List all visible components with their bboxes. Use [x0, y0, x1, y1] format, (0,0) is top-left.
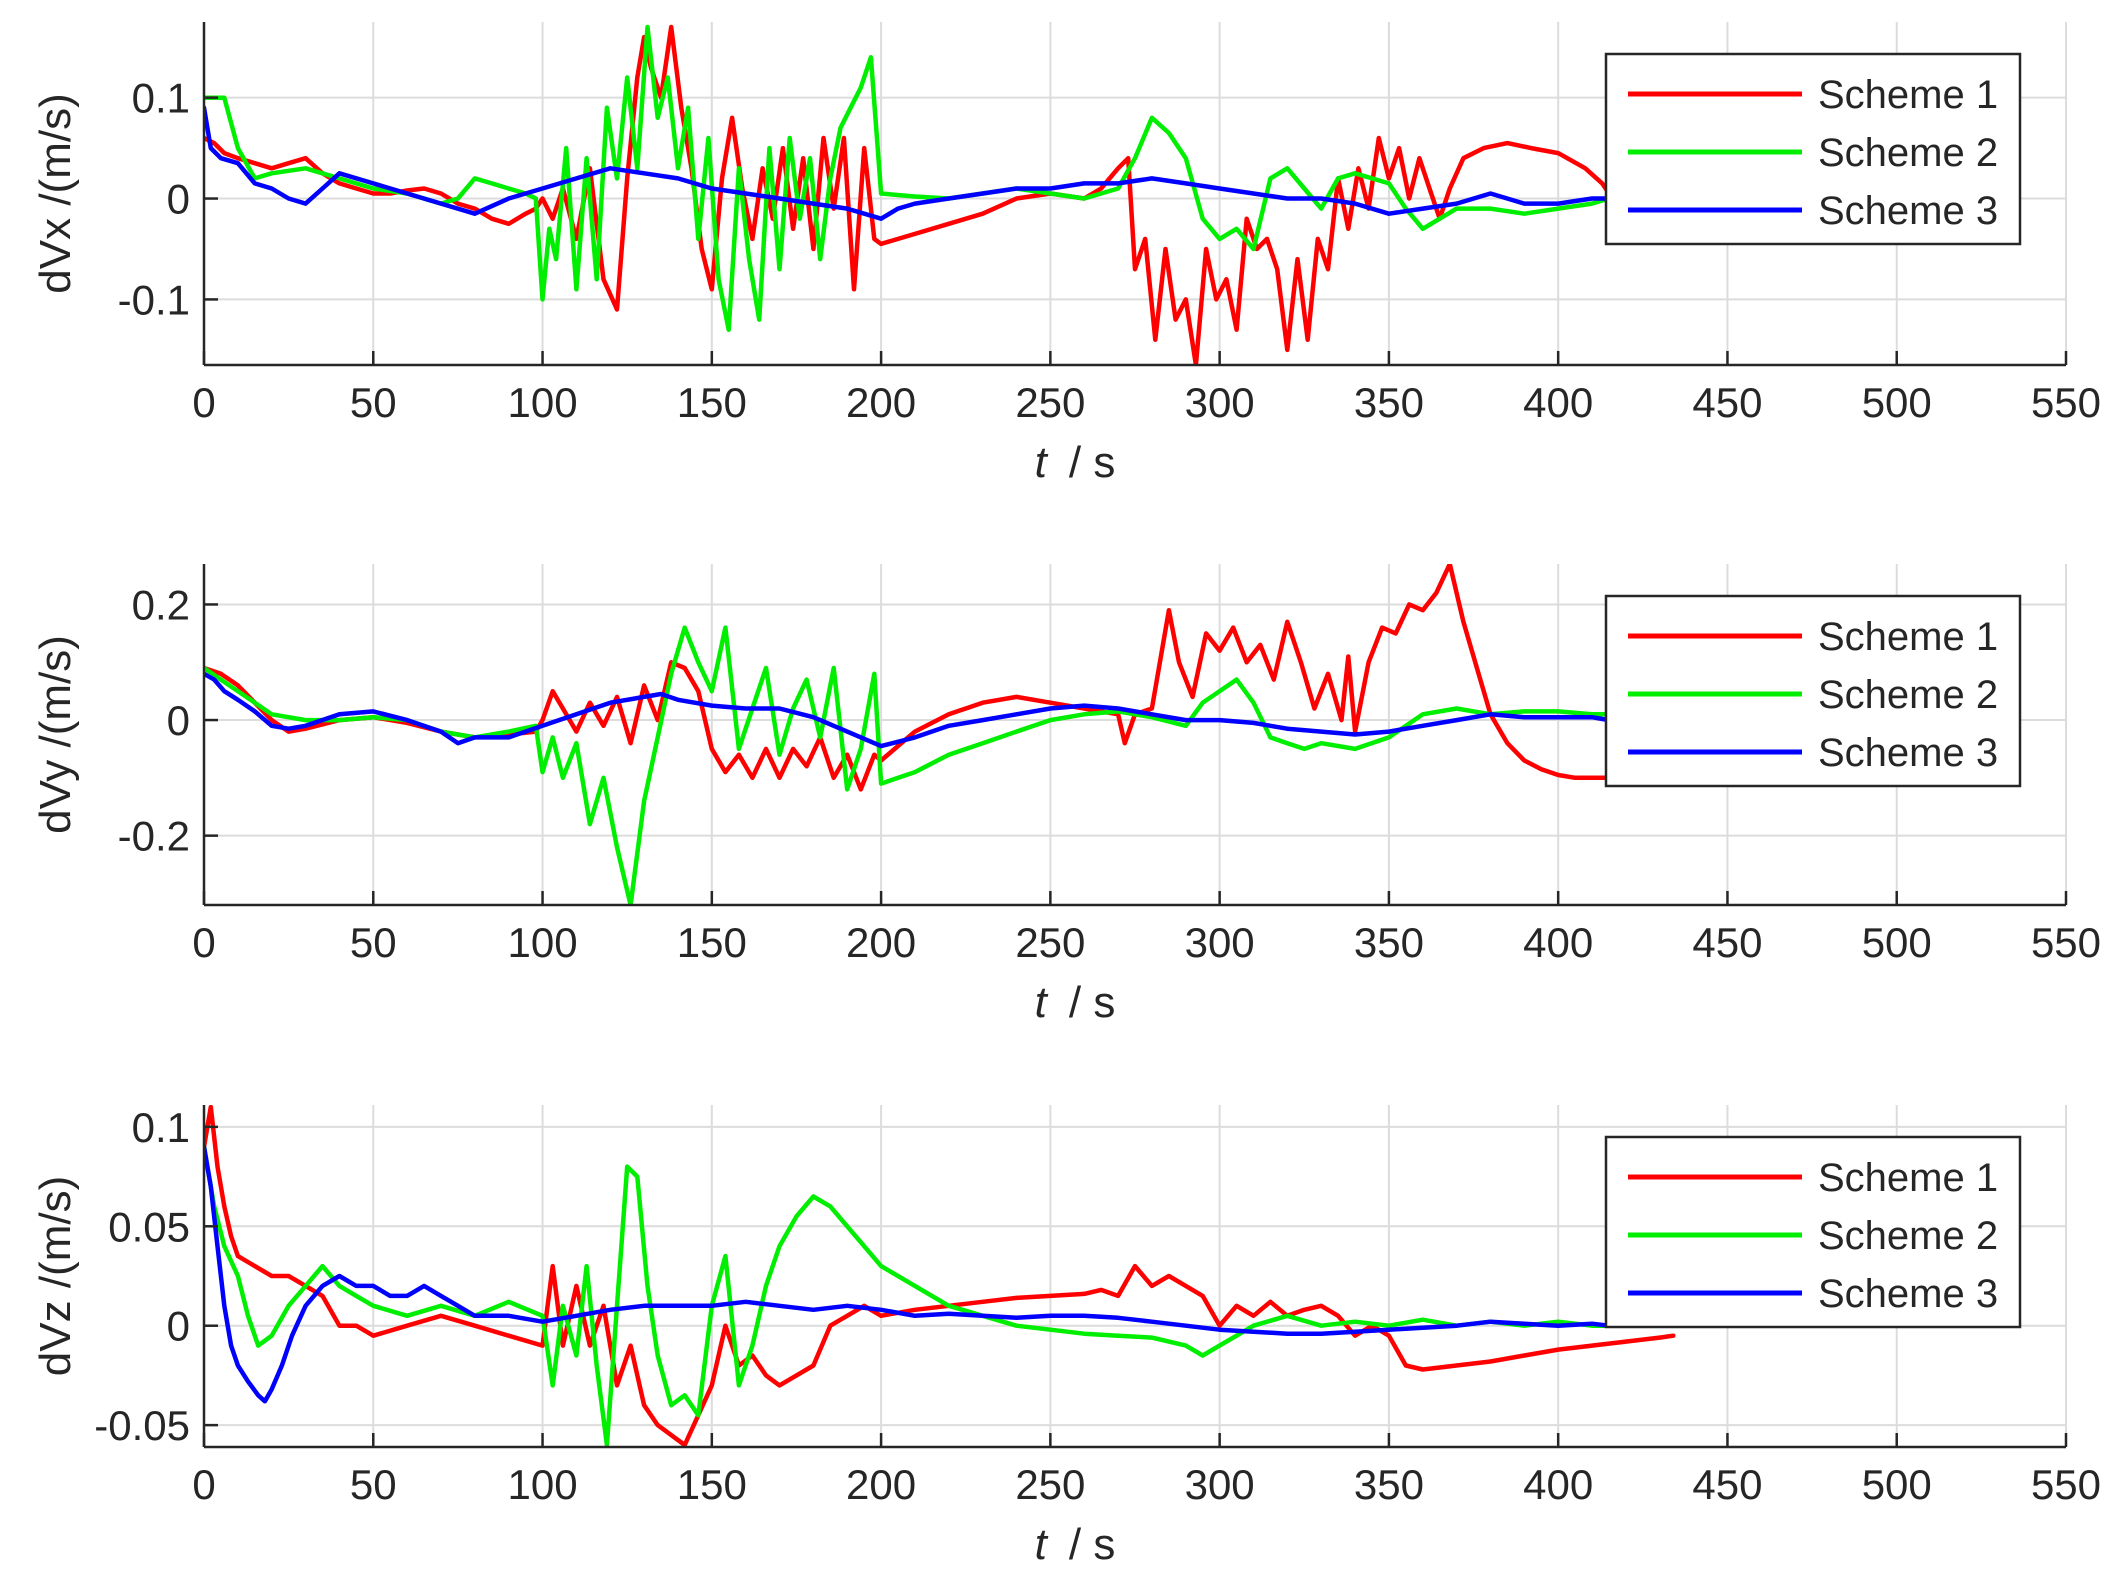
x-tick-label: 300: [1185, 379, 1255, 426]
x-tick-label: 200: [846, 919, 916, 966]
series-line-scheme-2: [204, 625, 1612, 905]
x-axis-label-unit: / s: [1069, 1520, 1115, 1569]
x-tick-label: 150: [677, 1461, 747, 1508]
y-axis-label: dVz /(m/s): [31, 1176, 80, 1376]
x-tick-label: 550: [2031, 1461, 2101, 1508]
x-tick-label: 450: [1692, 1461, 1762, 1508]
x-tick-label: 400: [1523, 919, 1593, 966]
x-axis-label-variable: t: [1035, 1520, 1049, 1569]
x-tick-label: 500: [1862, 1461, 1932, 1508]
legend-box: [1604, 1135, 2022, 1329]
x-tick-label: 200: [846, 379, 916, 426]
x-tick-label: 400: [1523, 379, 1593, 426]
x-tick-label: 500: [1862, 379, 1932, 426]
series-line-scheme-3: [204, 105, 1612, 221]
x-tick-label: 300: [1185, 1461, 1255, 1508]
chart-panel-3: 0 50 100 150 200 250 300 350 400 450 500 550-0.0500…: [31, 1104, 2101, 1569]
x-tick-label: 50: [350, 919, 397, 966]
y-axis-label: dVy /(m/s): [31, 635, 80, 834]
x-tick-label: 350: [1354, 919, 1424, 966]
x-axis-label: t / s: [1035, 978, 1116, 1027]
legend: Scheme 1 Scheme 2 Scheme 3: [1604, 594, 2022, 788]
x-axis-label: t / s: [1035, 438, 1116, 487]
legend-entry-label: Scheme 3: [1818, 1272, 1998, 1316]
x-tick-label: 300: [1185, 919, 1255, 966]
x-tick-label: 150: [677, 379, 747, 426]
y-tick-label: 0: [167, 176, 190, 223]
y-tick-label: 0.2: [132, 581, 190, 628]
x-tick-label: 400: [1523, 1461, 1593, 1508]
y-tick-label: -0.1: [118, 276, 190, 323]
x-tick-label: 50: [350, 379, 397, 426]
legend-entry-label: Scheme 3: [1818, 731, 1998, 775]
x-tick-label: 100: [508, 919, 578, 966]
y-tick-label: -0.2: [118, 813, 190, 860]
x-tick-label: 350: [1354, 379, 1424, 426]
y-tick-label: 0.1: [132, 1104, 190, 1151]
series-line-scheme-2: [204, 1144, 1612, 1447]
chart-panel-2: 0 50 100 150 200 250 300 350 400 450 500 550 -0.2 0 0.…: [31, 564, 2101, 1027]
legend: Scheme 1 Scheme 2 Scheme 3: [1604, 52, 2022, 246]
series-line-scheme-3: [204, 1144, 1612, 1404]
x-axis-label-variable: t: [1035, 978, 1049, 1027]
x-tick-label: 100: [508, 1461, 578, 1508]
x-tick-label: 550: [2031, 919, 2101, 966]
x-axis-label: t / s: [1035, 1520, 1116, 1569]
x-axis-label-variable: t: [1035, 438, 1049, 487]
legend-entry-label: Scheme 2: [1818, 131, 1998, 175]
x-tick-label: 100: [508, 379, 578, 426]
series-line-scheme-2: [204, 24, 1612, 332]
x-tick-label: 50: [350, 1461, 397, 1508]
x-axis-label-unit: / s: [1069, 978, 1115, 1027]
legend-entry-label: Scheme 1: [1818, 73, 1998, 117]
legend-entry-label: Scheme 2: [1818, 673, 1998, 717]
x-axis-label-unit: / s: [1069, 438, 1115, 487]
x-tick-label: 0: [192, 1461, 215, 1508]
x-tick-label: 550: [2031, 379, 2101, 426]
y-tick-label: 0.1: [132, 75, 190, 122]
x-tick-label: 450: [1692, 379, 1762, 426]
x-tick-label: 250: [1015, 1461, 1085, 1508]
x-tick-label: 250: [1015, 919, 1085, 966]
y-tick-label: 0: [167, 1303, 190, 1350]
x-tick-label: 200: [846, 1461, 916, 1508]
y-tick-label: 0.05: [108, 1203, 190, 1250]
x-tick-label: 500: [1862, 919, 1932, 966]
legend-entry-label: Scheme 1: [1818, 1156, 1998, 1200]
legend-entry-label: Scheme 2: [1818, 1214, 1998, 1258]
legend: Scheme 1 Scheme 2 Scheme 3: [1604, 1135, 2022, 1329]
chart-panel-1: 0 50 100 150 200 250 300 350 400 450 500 550 -0.1 0 0.…: [31, 22, 2101, 487]
y-tick-label: 0: [167, 697, 190, 744]
x-tick-label: 450: [1692, 919, 1762, 966]
legend-entry-label: Scheme 1: [1818, 615, 1998, 659]
legend-entry-label: Scheme 3: [1818, 189, 1998, 233]
y-tick-label: -0.05: [94, 1402, 190, 1449]
series-line-scheme-3: [204, 671, 1612, 749]
y-axis-label: dVx /(m/s): [31, 93, 80, 293]
x-tick-label: 0: [192, 379, 215, 426]
x-tick-label: 350: [1354, 1461, 1424, 1508]
series-line-scheme-1: [204, 564, 1612, 792]
x-tick-label: 0: [192, 919, 215, 966]
x-tick-label: 250: [1015, 379, 1085, 426]
x-tick-label: 150: [677, 919, 747, 966]
